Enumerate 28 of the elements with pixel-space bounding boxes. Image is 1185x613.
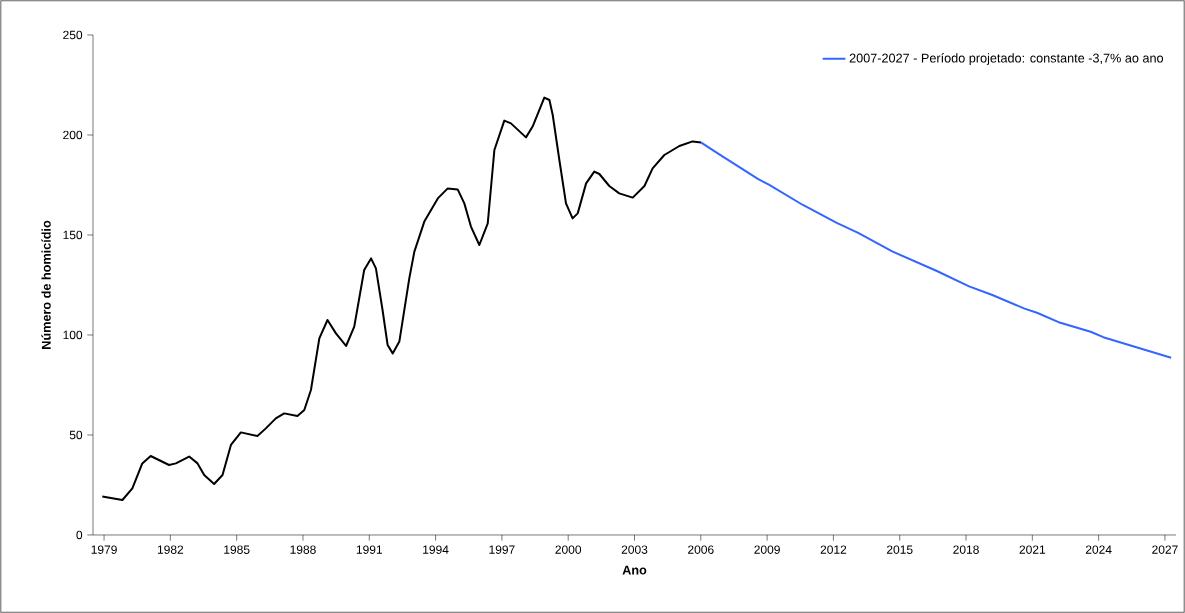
line-series: [700, 141, 1173, 359]
x-tick-label: 1988: [290, 545, 316, 554]
x-tick-label: 2003: [621, 545, 648, 554]
x-tick-label: 2009: [754, 545, 780, 554]
x-tick-label: 1979: [91, 545, 117, 554]
x-tick-label: 2000: [555, 545, 582, 554]
x-tick-label: 1985: [224, 545, 250, 554]
x-tick-label: 2018: [953, 545, 979, 554]
y-tick-label: 0: [76, 530, 83, 540]
x-tick-label: 2006: [688, 545, 714, 554]
y-tick-label: 150: [63, 230, 83, 240]
x-tick-label: 2015: [886, 545, 913, 554]
x-tick-label: 2027: [1152, 545, 1178, 554]
y-tick-label: 50: [69, 430, 83, 440]
x-tick-label: 2024: [1085, 545, 1112, 554]
x-tick-label: 1982: [157, 545, 184, 554]
x-axis-title: Ano: [622, 565, 647, 575]
line-series: [101, 96, 703, 501]
y-tick-label: 100: [63, 330, 83, 340]
x-tick-label: 2012: [820, 545, 847, 554]
legend-label: 2007-2027 - Período projetado: constante -3,7% ao ano: [849, 53, 1164, 66]
x-tick-label: 1997: [489, 545, 515, 554]
y-tick-label: 200: [63, 130, 83, 140]
x-tick-label: 2021: [1019, 545, 1046, 554]
y-axis-title: Número de homicídio: [41, 220, 51, 349]
x-tick-label: 1991: [356, 545, 383, 554]
x-tick-label: 1994: [423, 545, 449, 554]
y-tick-label: 250: [63, 30, 83, 40]
